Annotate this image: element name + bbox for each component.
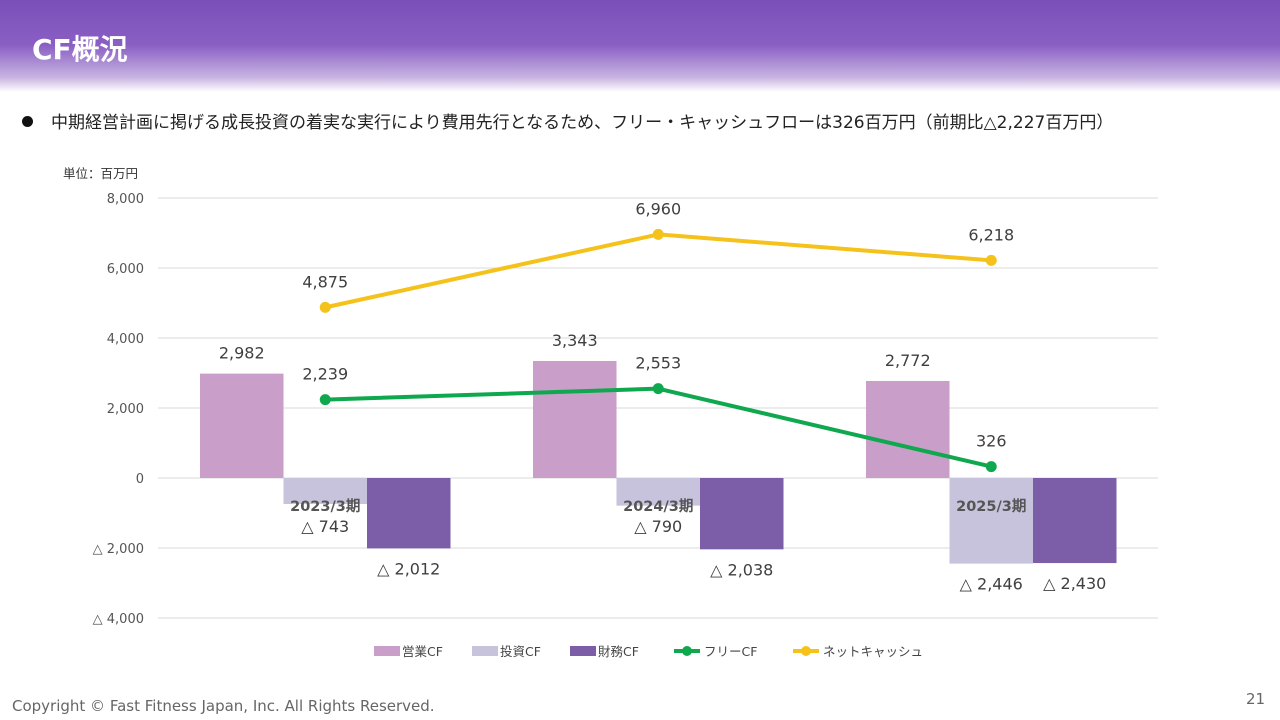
bar: [200, 373, 284, 478]
unit-label: 単位：百万円: [63, 166, 138, 181]
copyright-text: Copyright © Fast Fitness Japan, Inc. All…: [12, 697, 435, 715]
line-data-label: 6,960: [635, 199, 681, 218]
y-tick-label: △ 2,000: [93, 542, 144, 557]
legend-label: 営業CF: [402, 644, 443, 659]
bar-data-label: △ 2,038: [710, 560, 773, 579]
line-data-label: 6,218: [968, 225, 1014, 244]
x-category-label: 2024/3期: [623, 497, 693, 515]
x-category-label: 2023/3期: [290, 497, 360, 515]
bar: [700, 478, 784, 550]
bullet-dot-icon: [22, 116, 33, 127]
legend-label: 投資CF: [500, 644, 541, 659]
legend-label: フリーCF: [704, 644, 757, 659]
line-point: [319, 301, 331, 313]
bar: [533, 360, 617, 478]
legend-swatch: [570, 646, 596, 656]
y-tick-label: 4,000: [107, 332, 144, 347]
bar: [616, 478, 700, 506]
series-line: [324, 232, 992, 310]
page-title: CF概況: [32, 33, 128, 66]
line-point: [652, 228, 664, 240]
bar: [949, 478, 1033, 564]
summary-text: 中期経営計画に掲げる成長投資の着実な実行により費用先行となるため、フリー・キャッ…: [51, 113, 1114, 133]
page-number: 21: [1246, 690, 1266, 708]
bar-data-label: △ 2,446: [960, 575, 1023, 594]
y-tick-label: 6,000: [107, 262, 144, 277]
bar: [367, 478, 451, 549]
line-data-label: 4,875: [302, 272, 348, 291]
line-data-label: 326: [976, 432, 1007, 451]
line-point: [985, 461, 997, 473]
bar: [866, 380, 950, 478]
legend-swatch: [472, 646, 498, 656]
legend-swatch: [374, 646, 400, 656]
legend-label: ネットキャッシュ: [823, 644, 923, 659]
bar-data-label: △ 2,430: [1043, 574, 1106, 593]
line-point: [652, 383, 664, 395]
bar-data-label: △ 2,012: [377, 559, 440, 578]
y-tick-label: 8,000: [107, 192, 144, 207]
y-tick-label: △ 4,000: [93, 612, 144, 627]
summary-bullet: 中期経営計画に掲げる成長投資の着実な実行により費用先行となるため、フリー・キャッ…: [22, 108, 1113, 133]
y-tick-label: 2,000: [107, 402, 144, 417]
header-bar: [0, 0, 1280, 92]
bar-data-label: △ 743: [301, 517, 349, 536]
bar: [283, 478, 367, 505]
legend-marker: [682, 646, 692, 656]
legend-label: 財務CF: [598, 644, 639, 659]
legend-marker: [801, 646, 811, 656]
line-data-label: 2,553: [635, 354, 681, 373]
line-point: [985, 254, 997, 266]
line-point: [319, 394, 331, 406]
bar: [1033, 478, 1117, 564]
bar-data-label: △ 790: [634, 517, 682, 536]
bar-data-label: 2,982: [219, 344, 265, 363]
bar-data-label: 3,343: [552, 331, 598, 350]
line-data-label: 2,239: [302, 365, 348, 384]
x-category-label: 2025/3期: [956, 497, 1026, 515]
bar-data-label: 2,772: [885, 351, 931, 370]
y-tick-label: 0: [136, 472, 144, 487]
